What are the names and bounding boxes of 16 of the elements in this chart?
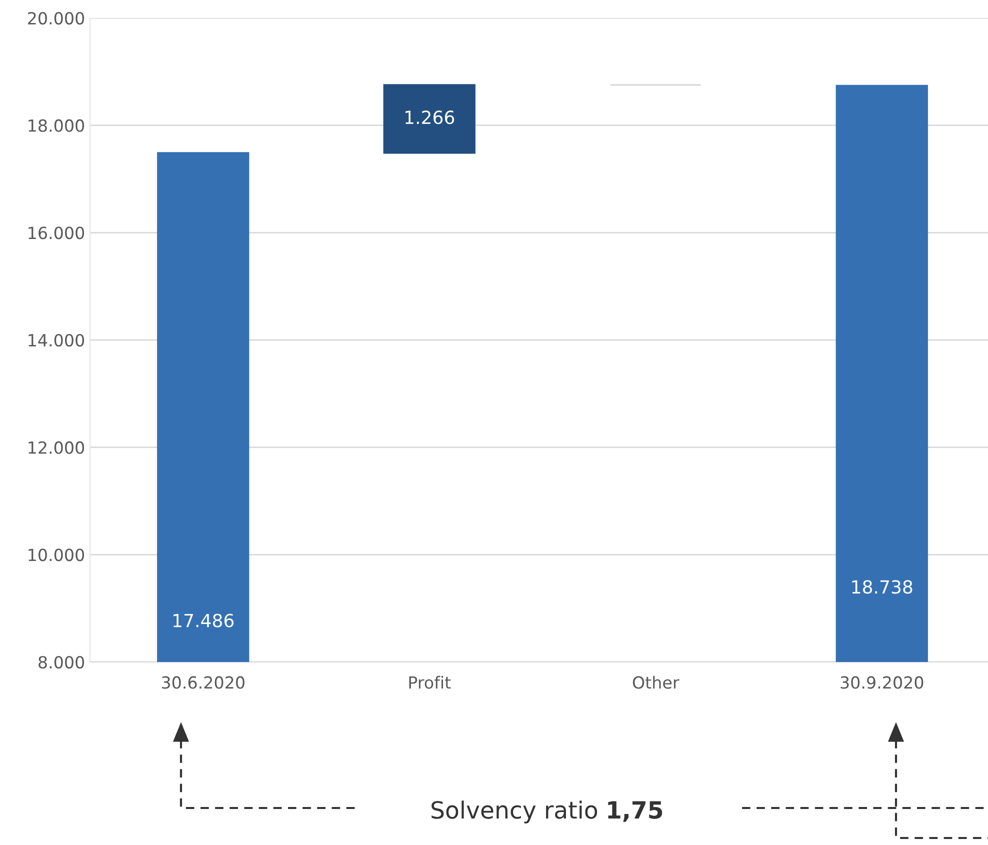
y-tick-label: 12.000 [28,441,84,454]
x-tick-label: Other [632,676,680,689]
x-tick-label: 30.6.2020 [162,676,244,689]
y-tick-label: 14.000 [28,334,84,347]
x-tick-label: Profit [409,676,451,689]
y-tick-label: 8.000 [38,656,84,669]
text: 1,75 [608,801,662,822]
x-tick-label: 30.9.2020 [840,676,924,689]
y-tick-label: 16.000 [28,226,84,240]
data-label: 1.266 [406,110,454,124]
y-tick-label: 20.000 [28,12,84,25]
data-label: 18.738 [852,580,912,594]
y-tick-label: 10.000 [28,548,84,562]
text: Solvency ratio [432,800,598,824]
data-label: 17.486 [174,614,234,628]
y-tick-label: 18.000 [28,119,84,132]
